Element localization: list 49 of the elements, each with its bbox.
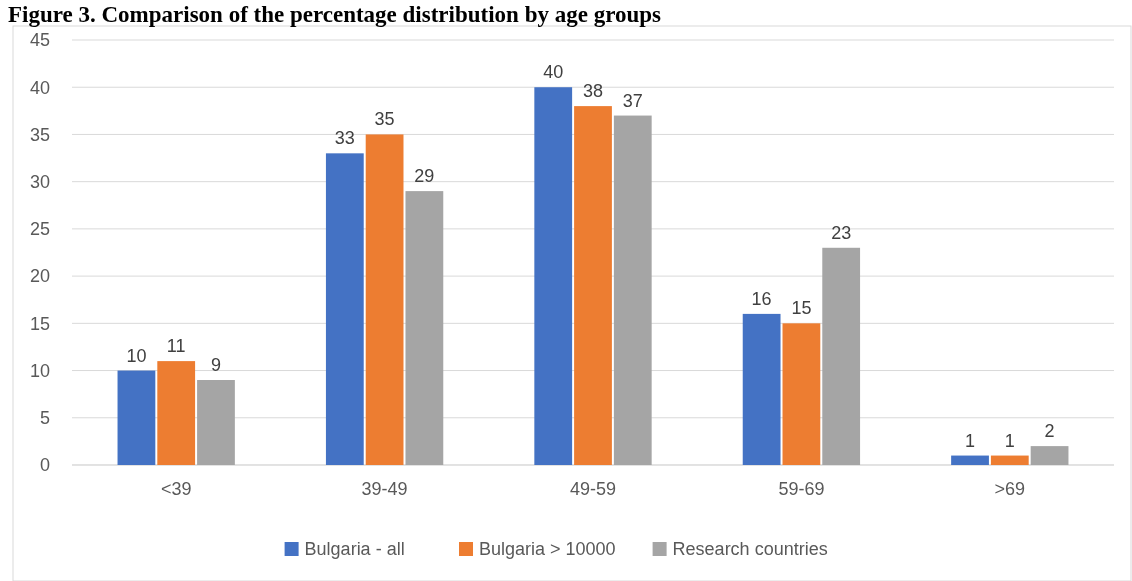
bar bbox=[613, 115, 652, 465]
y-tick-label: 15 bbox=[29, 313, 50, 334]
data-label: 11 bbox=[166, 336, 186, 357]
data-label: 40 bbox=[543, 62, 564, 83]
x-tick-label: >69 bbox=[994, 479, 1026, 499]
data-label: 29 bbox=[414, 166, 435, 187]
x-tick-label: 39-49 bbox=[361, 479, 408, 499]
data-label: 1 bbox=[965, 430, 976, 451]
bar bbox=[365, 134, 404, 465]
y-tick-label: 45 bbox=[29, 30, 50, 51]
bar bbox=[742, 313, 781, 465]
y-tick-label: 35 bbox=[29, 124, 50, 145]
data-label: 33 bbox=[334, 128, 355, 149]
chart-title: Figure 3. Comparison of the percentage distribution by age groups bbox=[8, 2, 662, 27]
data-label: 16 bbox=[751, 288, 772, 309]
data-label: 1 bbox=[1004, 430, 1015, 451]
bar bbox=[197, 380, 235, 465]
y-tick-label: 0 bbox=[39, 455, 50, 476]
data-label: 38 bbox=[582, 81, 604, 102]
bar bbox=[574, 106, 612, 465]
data-label: 10 bbox=[126, 345, 147, 366]
legend-label: Bulgaria - all bbox=[304, 539, 405, 560]
data-label: 23 bbox=[831, 222, 852, 243]
bar bbox=[782, 323, 821, 465]
x-tick-label: <39 bbox=[160, 479, 192, 499]
bar bbox=[157, 361, 196, 465]
data-label: 35 bbox=[374, 109, 395, 130]
bar bbox=[951, 455, 989, 465]
bar bbox=[325, 153, 364, 465]
bar bbox=[1030, 446, 1069, 465]
y-tick-label: 20 bbox=[29, 266, 50, 287]
bar bbox=[534, 87, 573, 465]
bar bbox=[405, 191, 444, 465]
x-tick-label: 49-59 bbox=[569, 479, 617, 499]
y-tick-label: 25 bbox=[29, 219, 50, 240]
bar bbox=[117, 370, 156, 465]
y-tick-label: 30 bbox=[29, 171, 50, 192]
legend-label: Bulgaria > 10000 bbox=[479, 539, 616, 560]
y-tick-label: 5 bbox=[39, 408, 50, 429]
data-label: 9 bbox=[210, 355, 221, 375]
data-label: 37 bbox=[622, 90, 643, 111]
data-label: 2 bbox=[1044, 421, 1055, 442]
legend-label: Research countries bbox=[672, 539, 828, 560]
x-tick-label: 59-69 bbox=[778, 479, 825, 499]
data-label: 15 bbox=[791, 298, 812, 319]
bar bbox=[822, 247, 861, 465]
y-tick-label: 40 bbox=[29, 77, 50, 98]
bar bbox=[990, 455, 1029, 465]
y-tick-label: 10 bbox=[29, 360, 50, 381]
